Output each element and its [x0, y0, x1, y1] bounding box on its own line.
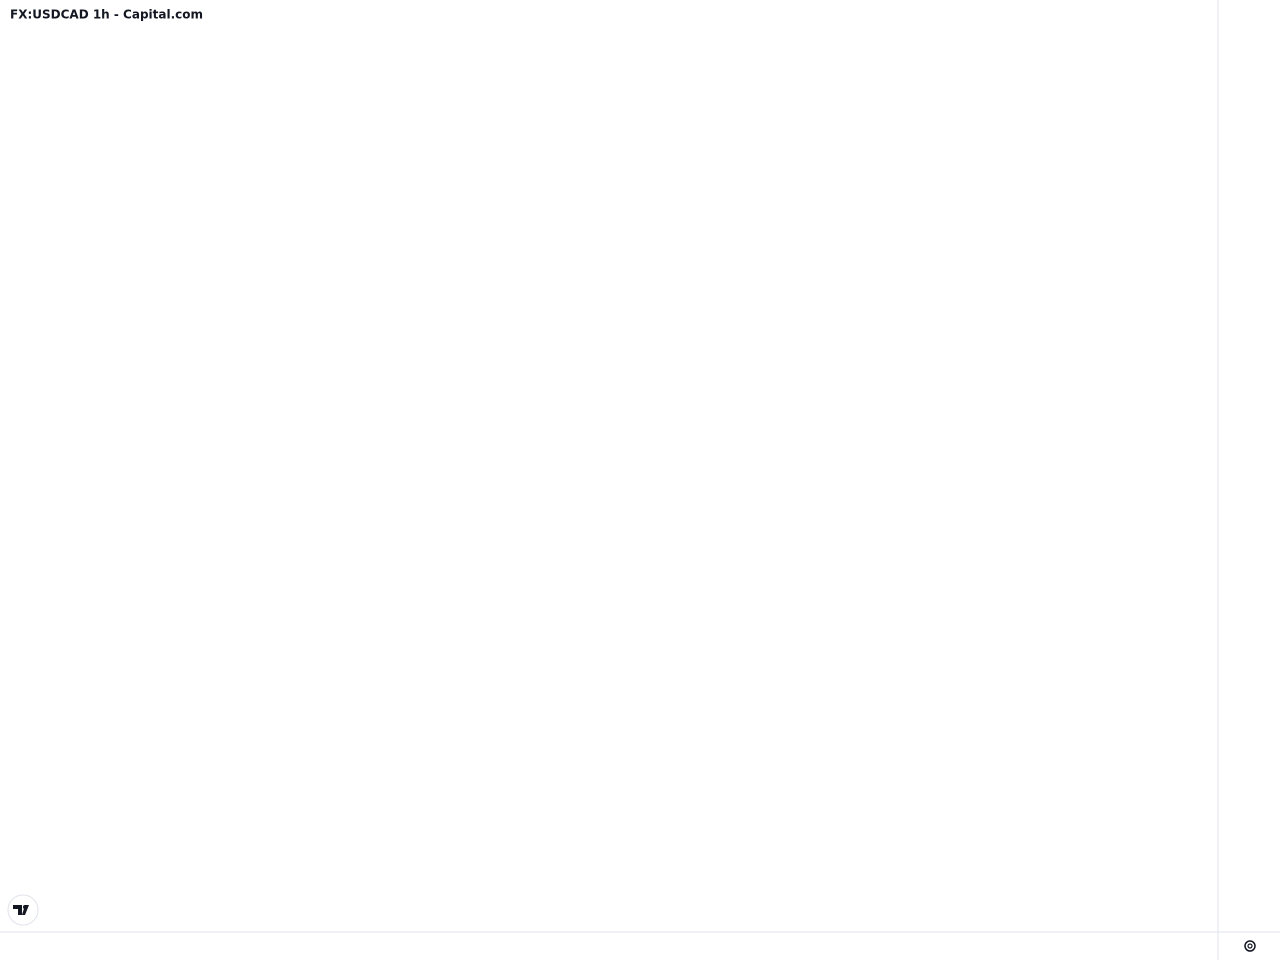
logo	[7, 894, 39, 926]
chart-title: FX:USDCAD 1h - Capital.com	[10, 8, 203, 22]
settings-icon[interactable]	[1244, 940, 1256, 952]
